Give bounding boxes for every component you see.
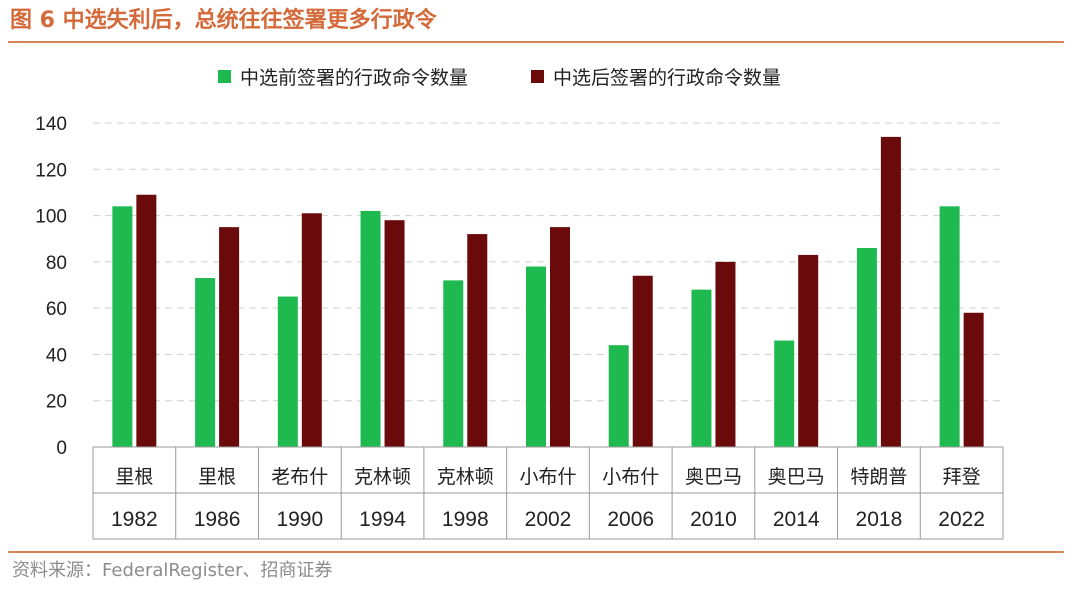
figure-title: 图 6 中选失利后，总统往往签署更多行政令 [10,8,437,33]
x-category-label: 小布什 [519,466,576,488]
bar-before-midterm [939,206,960,447]
bar-before-midterm [360,210,381,447]
x-year-label: 1982 [111,508,158,531]
bar-after-midterm [384,220,405,447]
bar-after-midterm [715,261,736,447]
x-category-label: 拜登 [943,466,981,488]
x-axis-table: 里根 1982 里根 1986 老布什 1990 克林顿 1994 克林顿 1998 小布什 2002… [92,446,1004,540]
y-tick-label: 80 [46,253,67,274]
bar-after-midterm [301,213,322,447]
x-category-label: 克林顿 [437,466,494,488]
bar-before-midterm [443,280,464,447]
x-category-label: 奥巴马 [768,466,825,488]
bar-after-midterm [880,136,901,447]
bar-after-midterm [632,275,653,447]
legend-swatch-after [531,70,544,83]
legend-label-after: 中选后签署的行政命令数量 [553,67,781,89]
bar-after-midterm [550,227,570,447]
chart-legend: 中选前签署的行政命令数量 中选后签署的行政命令数量 [218,67,781,89]
y-tick-label: 100 [35,207,67,228]
x-category-label: 克林顿 [354,466,411,488]
x-category-label: 小布什 [602,466,659,488]
x-year-label: 2002 [525,508,572,531]
y-tick-label: 0 [56,438,67,459]
source-note: 资料来源：FederalRegister、招商证券 [12,560,333,581]
x-category-label: 里根 [198,466,236,488]
x-year-label: 2022 [938,508,985,531]
bar-before-midterm [112,206,133,447]
bar-before-midterm [856,247,877,447]
y-tick-label: 140 [35,114,67,135]
y-tick-label: 120 [35,160,67,181]
y-tick-label: 60 [46,299,67,320]
bar-after-midterm [798,254,819,447]
bar-before-midterm [195,278,216,447]
x-year-label: 1998 [442,508,489,531]
x-year-label: 2010 [690,508,737,531]
x-year-label: 2014 [773,508,820,531]
legend-label-before: 中选前签署的行政命令数量 [240,67,468,89]
title-divider [8,41,1064,43]
x-category-label: 老布什 [271,466,328,488]
x-category-label: 里根 [115,466,153,488]
x-category-label: 特朗普 [850,466,907,488]
bars [112,136,984,447]
bar-before-midterm [526,266,546,447]
bar-before-midterm [691,289,712,447]
y-axis: 0 20 40 60 80 100 120 140 [35,114,67,459]
bar-after-midterm [963,312,984,447]
y-tick-label: 40 [46,345,67,366]
x-category-label: 奥巴马 [685,466,742,488]
bar-after-midterm [219,227,240,447]
y-tick-label: 20 [46,392,67,413]
bar-before-midterm [774,340,795,447]
x-year-label: 1990 [276,508,323,531]
x-year-label: 1986 [194,508,241,531]
x-year-label: 2006 [607,508,654,531]
bar-before-midterm [277,296,298,447]
bar-before-midterm [608,345,629,447]
x-year-label: 1994 [359,508,406,531]
gridlines [93,122,1003,402]
bar-after-midterm [136,194,157,447]
bar-after-midterm [467,234,488,447]
source-divider [8,551,1064,553]
legend-swatch-before [218,70,231,83]
x-year-label: 2018 [856,508,903,531]
